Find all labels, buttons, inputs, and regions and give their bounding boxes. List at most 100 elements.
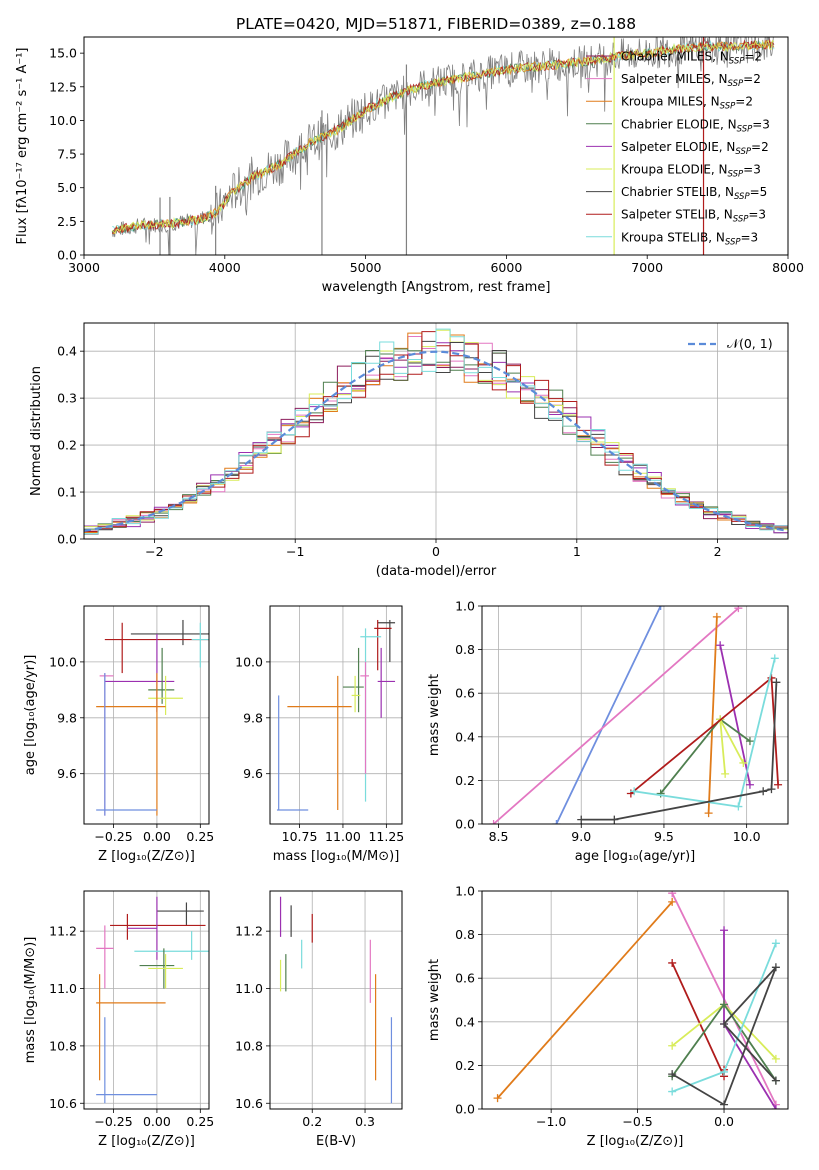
gaussian-curve — [84, 350, 788, 532]
plot-area-massweight-vs-Z — [493, 891, 780, 1109]
plot-area-residuals — [84, 328, 788, 535]
plot-area-mass-vs-Z — [96, 896, 209, 1104]
axes-frame — [83, 605, 210, 825]
x-tick-label: 0.00 — [143, 1114, 171, 1129]
x-tick-label: 10.0 — [733, 829, 761, 844]
x-axis-label: mass [log₁₀(M/M⊙)] — [273, 849, 400, 864]
point-marker — [734, 606, 743, 613]
point-marker — [577, 815, 586, 824]
plot-area-massweight-vs-age — [489, 606, 783, 824]
x-tick-label: 0.3 — [355, 1114, 375, 1129]
point-marker — [767, 785, 776, 794]
point-marker — [734, 802, 743, 811]
point-marker — [704, 809, 713, 818]
x-tick-label: 6000 — [490, 260, 522, 275]
point-marker — [493, 1094, 502, 1103]
legend-entry: Salpeter MILES, NSSP=2 — [621, 72, 761, 89]
y-tick-label: 0.3 — [57, 391, 77, 406]
x-tick-label: −2 — [145, 544, 163, 559]
point-marker — [552, 820, 561, 824]
axes-age-vs-mass: 10.75 11.00 11.25 9.6 9.8 10.0 mass [log₁₀(M/M… — [235, 605, 404, 864]
point-marker — [668, 897, 677, 906]
y-tick-label: 10.6 — [235, 1096, 263, 1111]
axes-frame — [269, 605, 403, 825]
legend-entry: Chabrier STELIB, NSSP=5 — [621, 185, 767, 202]
axes-frame — [83, 36, 789, 256]
point-marker — [745, 780, 754, 789]
axes-frame — [269, 890, 403, 1110]
axes-spectrum: 3000 4000 5000 6000 7000 8000 0.0 2.5 5.0 7.5 10.0… — [15, 36, 804, 295]
legend-entry: Kroupa ELODIE, NSSP=3 — [621, 163, 761, 180]
y-tick-label: 0.4 — [455, 729, 475, 744]
y-tick-label: 0.4 — [455, 1014, 475, 1029]
axes-frame — [481, 605, 789, 825]
axes-frame — [83, 322, 789, 540]
x-tick-label: 8000 — [772, 260, 804, 275]
point-marker — [770, 654, 779, 663]
x-tick-label: 3000 — [68, 260, 100, 275]
point-marker — [668, 958, 677, 967]
axes-residuals: −2 −1 0 1 2 0.0 0.1 0.2 0.3 0.4 (data-model)/error… — [29, 322, 789, 579]
point-marker — [668, 1087, 677, 1096]
x-tick-label: 0.25 — [186, 829, 214, 844]
legend-entry: 𝒩(0, 1) — [727, 336, 773, 351]
x-tick-label: 9.0 — [571, 829, 591, 844]
model-line-salpeter-stelib — [111, 38, 775, 234]
y-axis-label: age [log₁₀(age/yr)] — [23, 655, 38, 776]
legend-entry: Kroupa STELIB, NSSP=3 — [621, 230, 758, 247]
y-tick-label: 0.2 — [455, 1058, 475, 1073]
plot-area-mass-vs-ebv — [279, 896, 393, 1104]
y-tick-label: 0.8 — [455, 927, 475, 942]
x-tick-label: 4000 — [209, 260, 241, 275]
axes-frame — [481, 890, 789, 1110]
legend-entry: Kroupa MILES, NSSP=2 — [621, 95, 753, 112]
y-tick-label: 9.6 — [57, 766, 77, 781]
y-tick-label: 0.2 — [455, 773, 475, 788]
point-marker — [771, 1054, 780, 1063]
y-tick-label: 11.2 — [49, 924, 77, 939]
series-line-chabrier-elodie — [659, 718, 751, 795]
y-tick-label: 10.8 — [49, 1038, 77, 1053]
axes-massweight-vs-Z: −1.0 −0.5 0.0 0.0 0.2 0.4 0.6 0.8 1.0 Z [log₁₀(Z/… — [427, 884, 789, 1149]
y-tick-label: 0.1 — [57, 485, 77, 500]
point-marker — [720, 1000, 729, 1009]
y-tick-label: 15.0 — [49, 46, 77, 61]
y-tick-label: 11.0 — [49, 981, 77, 996]
axes-mass-vs-ebv: 0.2 0.3 10.6 10.8 11.0 11.2 E(B-V) — [235, 890, 403, 1149]
figure-title: PLATE=0420, MJD=51871, FIBERID=0389, z=0… — [236, 15, 636, 33]
x-tick-label: −1 — [286, 544, 304, 559]
model-line-kroupa-elodie — [111, 39, 775, 234]
x-tick-label: 8.5 — [489, 829, 509, 844]
model-line-kroupa-stelib — [112, 40, 775, 234]
x-tick-label: 5000 — [350, 260, 382, 275]
x-tick-label: 0.25 — [186, 1114, 214, 1129]
x-tick-label: −0.25 — [94, 1114, 132, 1129]
y-tick-label: 10.0 — [235, 654, 263, 669]
y-tick-label: 10.0 — [49, 654, 77, 669]
x-axis-label: E(B-V) — [316, 1134, 356, 1149]
y-tick-label: 0.6 — [455, 686, 475, 701]
point-marker — [489, 820, 498, 824]
series-line-salpeter-miles — [493, 607, 739, 824]
axes-mass-vs-Z: −0.25 0.00 0.25 10.6 10.8 11.0 11.2 Z [log₁₀(Z/… — [23, 890, 214, 1149]
x-tick-label: 0.2 — [302, 1114, 322, 1129]
plot-area-age-vs-Z — [96, 619, 209, 816]
y-tick-label: 10.6 — [49, 1096, 77, 1111]
x-tick-label: −1.0 — [536, 1114, 566, 1129]
x-tick-label: 11.25 — [368, 829, 404, 844]
y-tick-label: 9.8 — [57, 710, 77, 725]
y-tick-label: 0.0 — [57, 532, 77, 547]
point-marker — [771, 963, 780, 972]
x-axis-label: (data-model)/error — [376, 564, 497, 579]
plot-area-age-vs-mass — [276, 619, 396, 811]
y-tick-label: 7.5 — [57, 147, 77, 162]
point-marker — [668, 891, 677, 898]
series-line-chabrier-stelib — [581, 682, 778, 821]
y-axis-label: mass [log₁₀(M/M⊙)] — [23, 937, 38, 1064]
legend-entry: Salpeter ELODIE, NSSP=2 — [621, 140, 769, 157]
y-tick-label: 0.4 — [57, 344, 77, 359]
y-tick-label: 0.8 — [455, 642, 475, 657]
axes-age-vs-Z: −0.25 0.00 0.25 9.6 9.8 10.0 Z [log₁₀(Z/Z⊙)] ag… — [23, 605, 214, 864]
y-axis-label: mass weight — [427, 674, 442, 756]
